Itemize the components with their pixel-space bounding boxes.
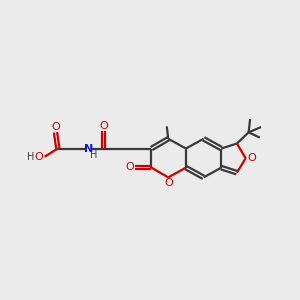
Text: O: O — [164, 178, 172, 188]
Text: H: H — [90, 150, 97, 160]
Text: N: N — [84, 143, 93, 154]
Text: O: O — [248, 153, 256, 163]
Text: O: O — [51, 122, 60, 132]
Text: O: O — [99, 121, 108, 131]
Text: H: H — [27, 152, 35, 162]
Text: O: O — [34, 152, 43, 162]
Text: O: O — [125, 162, 134, 172]
